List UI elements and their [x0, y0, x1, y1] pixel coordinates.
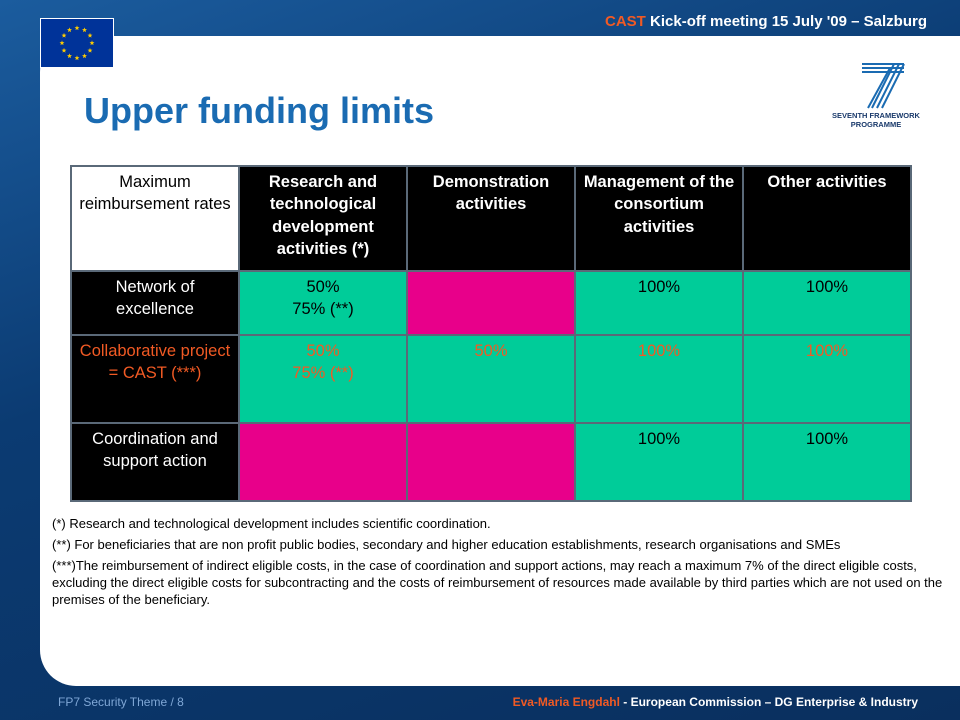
footnotes: (*) Research and technological developme…	[52, 515, 947, 612]
table-header-cell: Research and technological development a…	[240, 167, 406, 270]
funding-table: Maximum reimbursement rates Research and…	[70, 165, 912, 502]
row-label-network: Network of excellence	[72, 272, 238, 334]
fp7-logo-icon: SEVENTH FRAMEWORK PROGRAMME	[832, 60, 921, 134]
row-label-coordination: Coordination and support action	[72, 424, 238, 500]
meeting-header: CAST Kick-off meeting 15 July '09 – Salz…	[605, 13, 927, 30]
table-header-row: Maximum reimbursement rates Research and…	[72, 167, 910, 270]
fp7-text-line1: SEVENTH FRAMEWORK	[832, 111, 920, 120]
table-cell-not-applicable	[408, 272, 574, 334]
table-cell: 100%	[576, 272, 742, 334]
table-cell: 100%	[744, 336, 910, 422]
footnote: (***)The reimbursement of indirect eligi…	[52, 558, 943, 607]
table-header-cell: Demonstration activities	[408, 167, 574, 270]
table-row: Network of excellence 50% 75% (**) 100% 1…	[72, 272, 910, 334]
table-cell: 50% 75% (**)	[240, 336, 406, 422]
table-cell: 100%	[744, 424, 910, 500]
page-title: Upper funding limits	[84, 90, 434, 131]
table-cell: 50%	[408, 336, 574, 422]
row-label-collaborative: Collaborative project = CAST (***)	[72, 336, 238, 422]
footer-author-name: Eva-Maria Engdahl	[512, 695, 620, 709]
table-cell-not-applicable	[240, 424, 406, 500]
footer-author-org: - European Commission – DG Enterprise & …	[619, 695, 918, 709]
footnote: (**) For beneficiaries that are non prof…	[52, 537, 841, 552]
table-cell: 100%	[576, 424, 742, 500]
table-cell: 100%	[744, 272, 910, 334]
footer-author: Eva-Maria Engdahl - European Commission …	[513, 695, 918, 709]
table-header-cell: Maximum reimbursement rates	[72, 167, 238, 270]
table-header-cell: Other activities	[744, 167, 910, 270]
footer-page-info: FP7 Security Theme / 8	[58, 695, 184, 709]
fp7-text-line2: PROGRAMME	[851, 120, 901, 129]
table-cell: 100%	[576, 336, 742, 422]
table-cell: 50% 75% (**)	[240, 272, 406, 334]
table-row: Coordination and support action 100% 100…	[72, 424, 910, 500]
header-accent: CAST	[605, 13, 646, 30]
eu-flag-icon	[40, 18, 114, 68]
table-cell-not-applicable	[408, 424, 574, 500]
table-row: Collaborative project = CAST (***) 50% 75…	[72, 336, 910, 422]
table-header-cell: Management of the consortium activities	[576, 167, 742, 270]
footnote: (*) Research and technological developme…	[52, 516, 491, 531]
header-rest: Kick-off meeting 15 July '09 – Salzburg	[645, 13, 927, 30]
